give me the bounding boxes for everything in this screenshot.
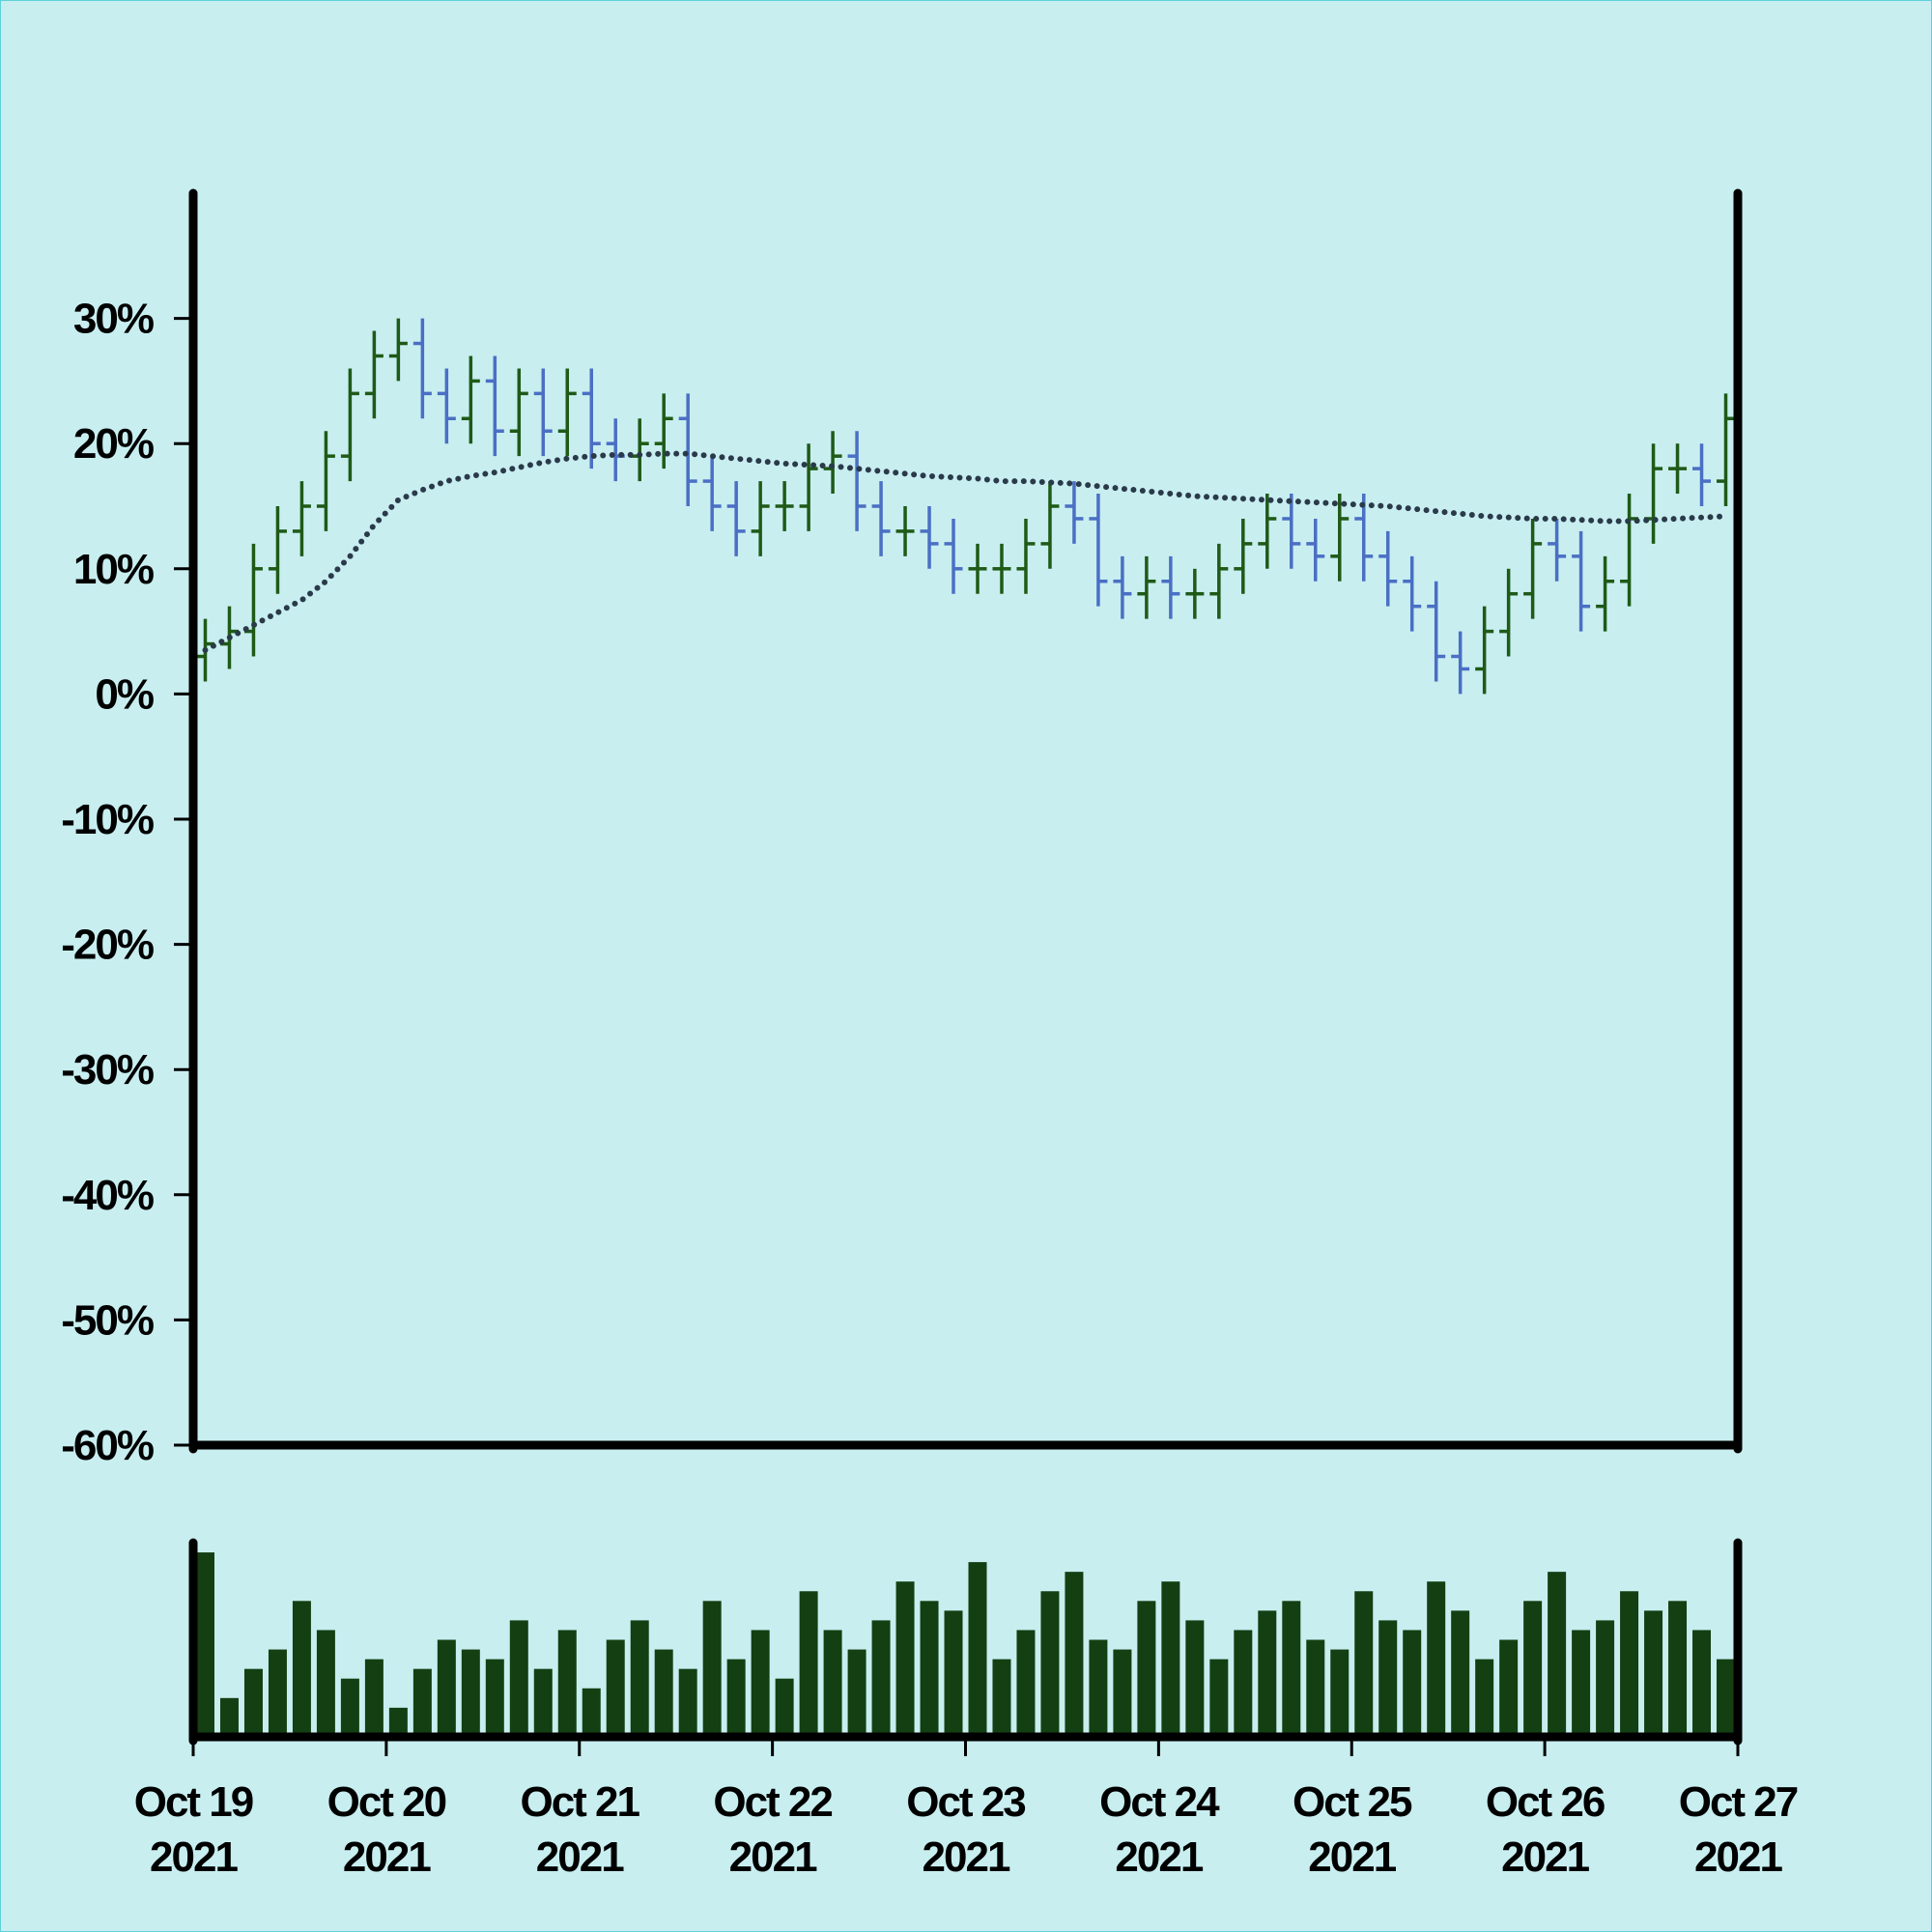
volume-bar [461,1649,480,1737]
volume-bar [1523,1601,1543,1737]
volume-bar [1306,1639,1325,1737]
volume-bar [1403,1630,1422,1737]
volume-bar [871,1620,891,1737]
volume-bar [292,1601,311,1737]
volume-bar [1548,1572,1567,1737]
moving-average [202,450,1729,654]
volume-bar [1668,1601,1688,1737]
volume-bar [1499,1639,1519,1737]
volume-bar [895,1581,915,1737]
volume-bar [268,1649,287,1737]
volume-bar [1692,1630,1712,1737]
y-tick-label: -50% [61,1296,154,1344]
volume-bar [582,1688,601,1737]
volume-bar [678,1668,697,1737]
volume-bar [823,1630,842,1737]
x-tick-label: Oct 25 2021 [1293,1778,1412,1881]
volume-bar [1282,1601,1301,1737]
x-tick-label: Oct 20 2021 [327,1778,446,1881]
volume-bar [437,1639,456,1737]
volume-bar [485,1659,504,1737]
volume-bar [992,1659,1011,1737]
volume-bar [533,1668,553,1737]
volume-bar [702,1601,722,1737]
volume-bar [340,1678,359,1737]
volume-bar [1258,1610,1277,1737]
volume-bar [1137,1601,1156,1737]
y-tick-label: -40% [61,1172,154,1219]
volume-bar [944,1610,963,1737]
y-tick-label: 20% [73,420,154,468]
volume-bar [847,1649,867,1737]
volume-bar [316,1630,335,1737]
volume-bar [1185,1620,1205,1737]
y-tick-label: -20% [61,922,154,969]
y-tick-label: -60% [61,1422,154,1469]
y-tick-label: -10% [61,796,154,843]
volume-bar [364,1659,384,1737]
volume-bar [968,1562,987,1737]
volume-bar [1234,1630,1253,1737]
volume-bar [920,1601,939,1737]
volume-bar [1065,1572,1084,1737]
volume-bar [1475,1659,1494,1737]
y-tick-label: 10% [73,546,154,593]
volume-bar [1427,1581,1446,1737]
x-tick-label: Oct 26 2021 [1486,1778,1605,1881]
x-tick-label: Oct 24 2021 [1099,1778,1220,1881]
volume-bar [654,1649,673,1737]
volume-bar [1330,1649,1350,1737]
volume-bar [388,1707,408,1737]
volume-bar [1161,1581,1180,1737]
volume-bar [219,1697,239,1737]
volume-bar [195,1552,214,1737]
volume-bar [751,1630,770,1737]
volume-bar [606,1639,625,1737]
volume-bar [412,1668,432,1737]
volume-bar [1596,1620,1615,1737]
volume-bar [557,1630,577,1737]
y-tick-label: 30% [73,296,154,343]
volume-bar [1354,1591,1374,1737]
volume-bar [1016,1630,1036,1737]
volume-bar [509,1620,528,1737]
volume-bar [1572,1630,1591,1737]
volume-bar [799,1591,818,1737]
x-tick-label: Oct 19 2021 [134,1778,253,1881]
x-tick-label: Oct 22 2021 [713,1778,832,1881]
x-tick-label: Oct 21 2021 [520,1778,639,1881]
x-tick-label: Oct 23 2021 [906,1778,1025,1881]
volume-bar [1717,1659,1736,1737]
volume-bar [1209,1659,1229,1737]
volume-bar [1113,1649,1132,1737]
volume-bar [775,1678,794,1737]
volume-bar [630,1620,649,1737]
volume-bar [1040,1591,1060,1737]
volume-bar [243,1668,263,1737]
volume-bar [1089,1639,1108,1737]
volume-bar [1620,1591,1639,1737]
y-tick-label: -30% [61,1046,154,1094]
volume-bar [1644,1610,1663,1737]
y-tick-label: 0% [95,670,153,718]
volume-bar [1378,1620,1398,1737]
volume-bar [1451,1610,1470,1737]
volume-bar [726,1659,746,1737]
x-tick-label: Oct 27 2021 [1679,1778,1798,1881]
